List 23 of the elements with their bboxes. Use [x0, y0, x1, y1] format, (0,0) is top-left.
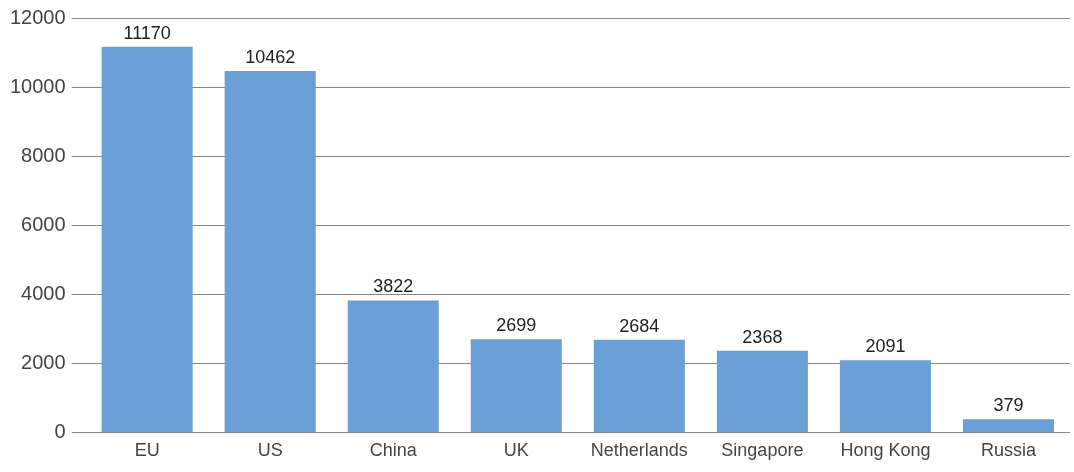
- x-tick-label: Singapore: [721, 440, 804, 461]
- y-tick-label: 2000: [21, 350, 66, 373]
- x-tick-label: China: [369, 440, 418, 461]
- data-label: 11170: [123, 22, 171, 43]
- x-tick-label: EU: [134, 440, 160, 461]
- data-label: 2368: [742, 326, 783, 347]
- y-tick-label: 10000: [9, 74, 66, 97]
- x-tick-label: Netherlands: [590, 440, 688, 461]
- data-label: 10462: [245, 47, 296, 68]
- x-tick-label: UK: [503, 440, 529, 461]
- y-tick-label: 6000: [21, 212, 66, 235]
- data-label: 2699: [496, 315, 537, 336]
- data-label: 3822: [373, 276, 414, 297]
- y-tick-label: 4000: [21, 281, 66, 304]
- y-tick-label: 0: [54, 419, 66, 442]
- data-label: 2091: [865, 336, 906, 357]
- y-tick-label: 12000: [9, 5, 66, 28]
- data-label: 2684: [619, 315, 660, 336]
- x-tick-label: US: [257, 440, 283, 461]
- y-tick-label: 8000: [21, 143, 66, 166]
- x-tick-label: Hong Kong: [840, 440, 931, 461]
- x-tick-label: Russia: [980, 440, 1037, 461]
- data-label: 379: [993, 395, 1024, 416]
